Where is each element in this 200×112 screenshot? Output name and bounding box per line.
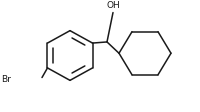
- Text: Br: Br: [1, 74, 11, 83]
- Text: OH: OH: [106, 1, 120, 10]
